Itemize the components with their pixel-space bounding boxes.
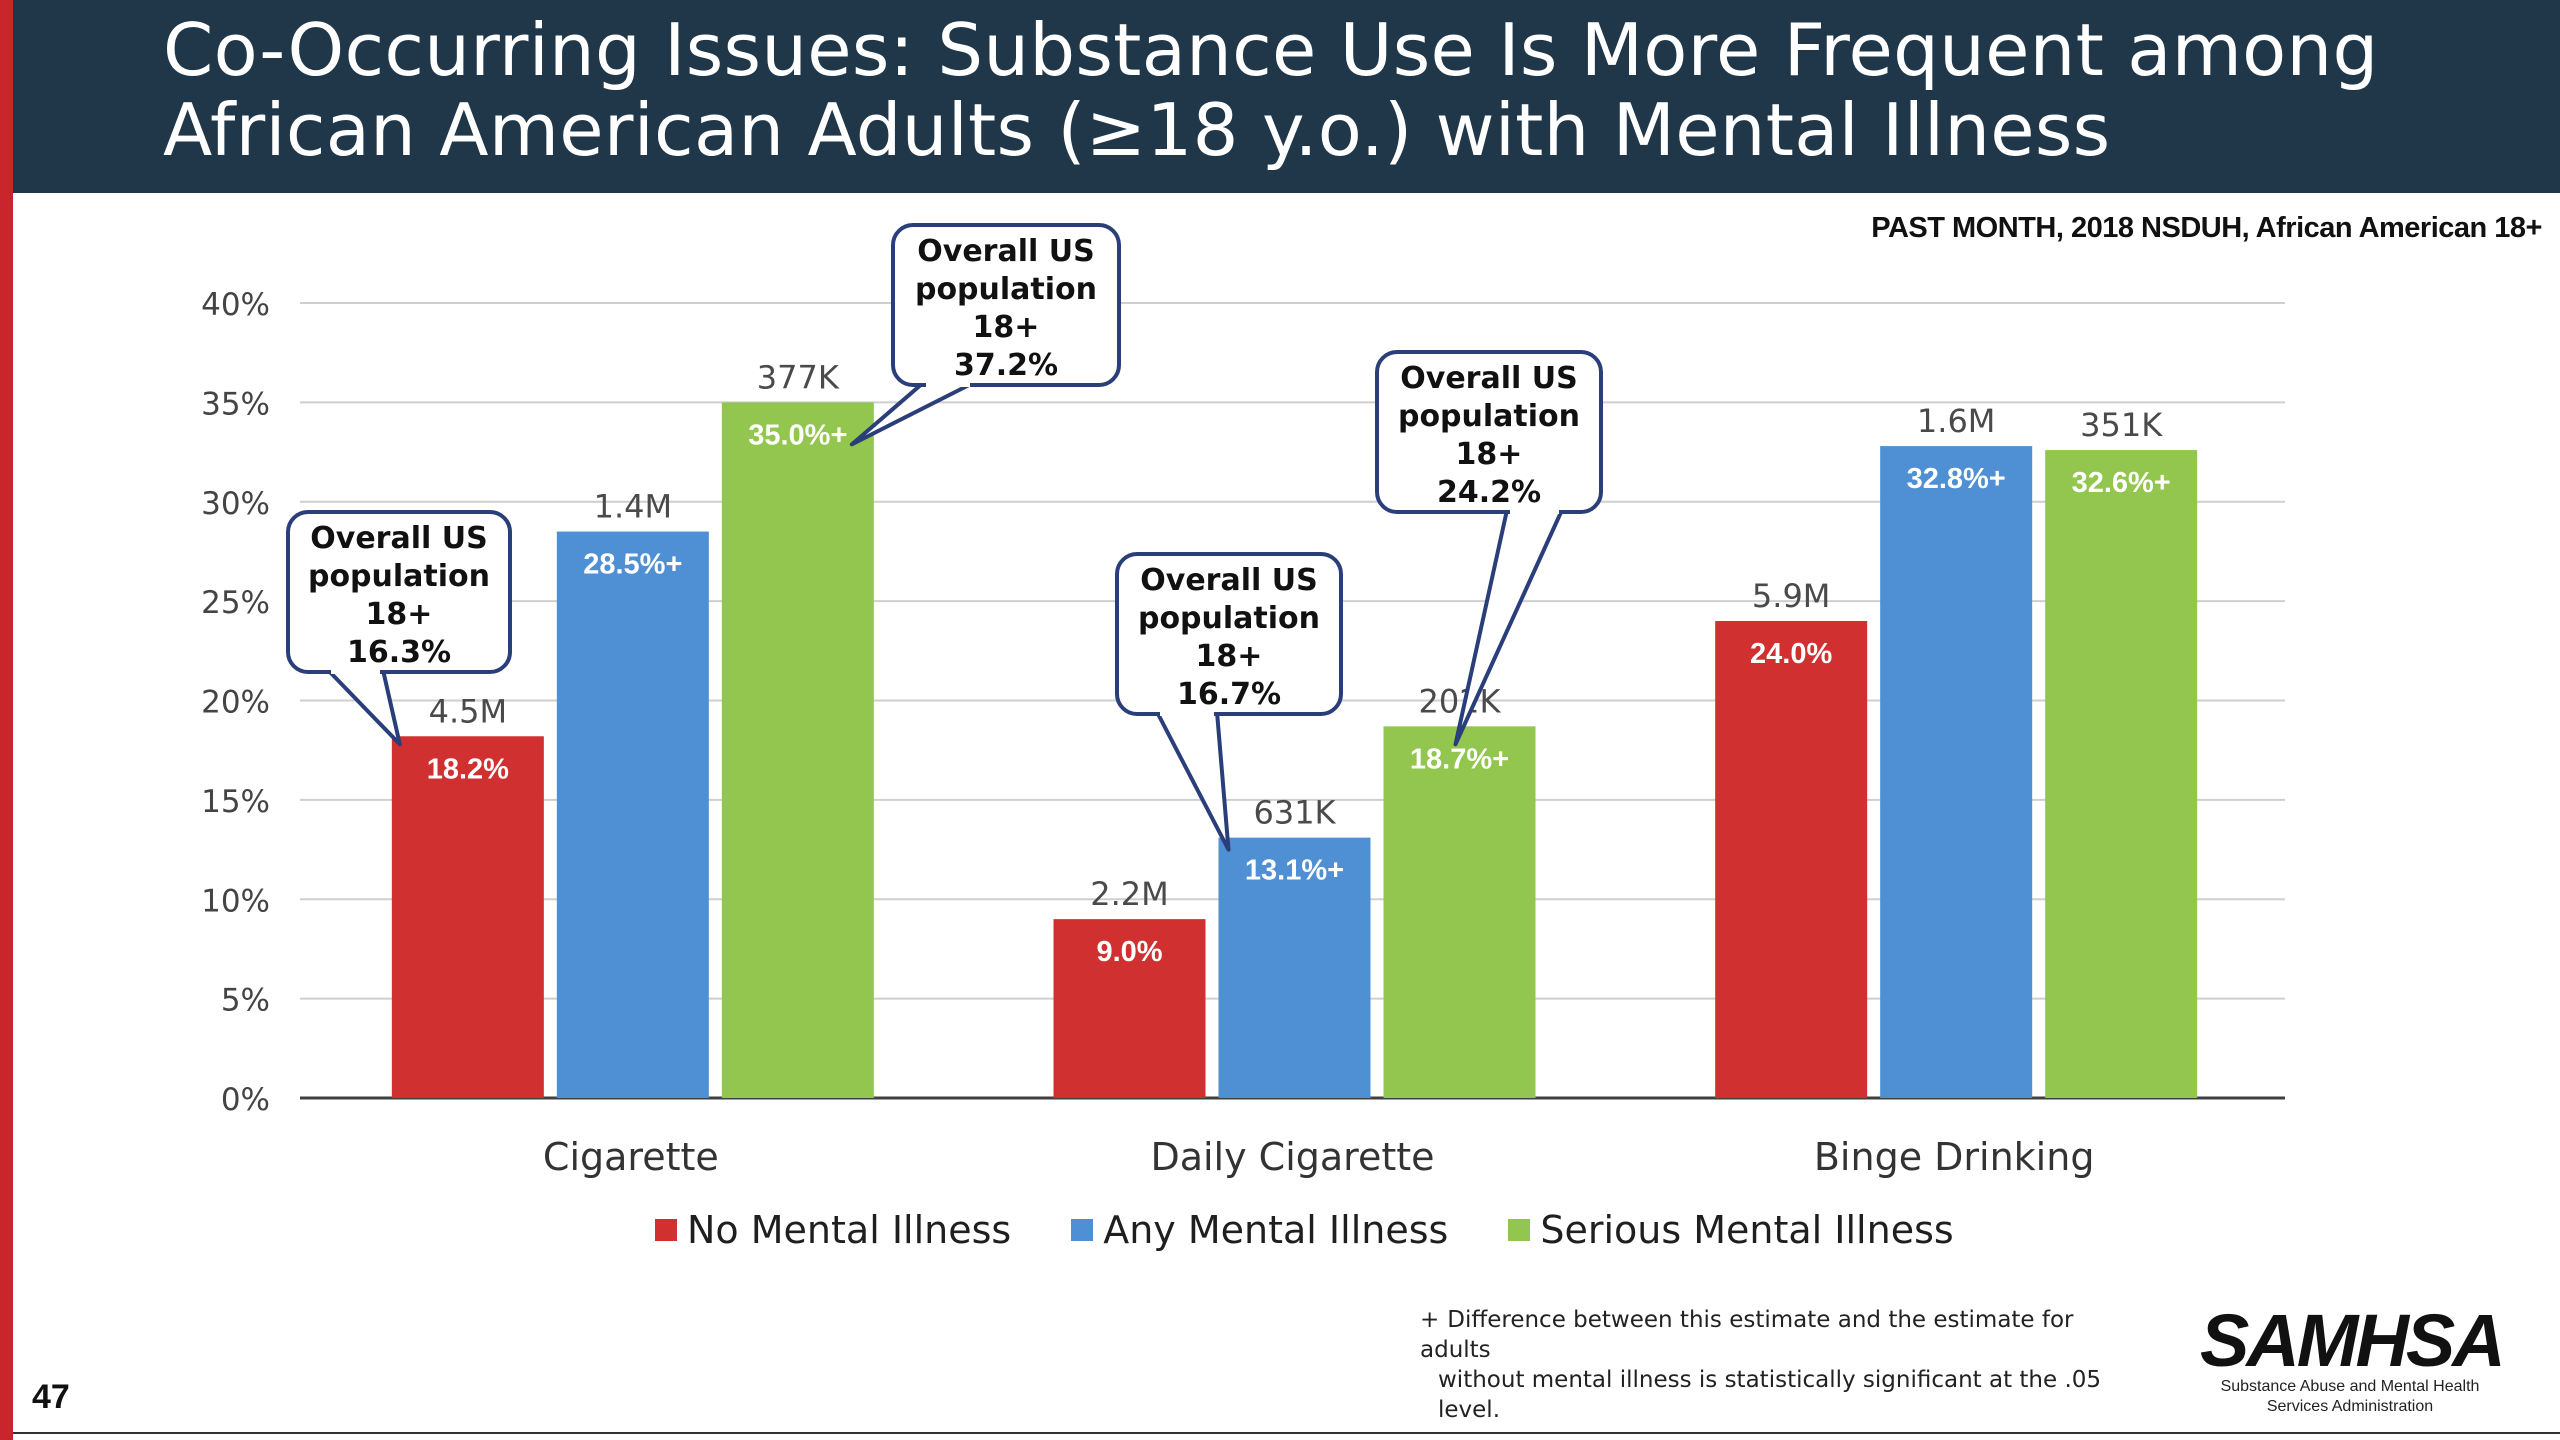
bar-value-label: 13.1%+ bbox=[1245, 855, 1344, 887]
footnote-line-2: without mental illness is statistically … bbox=[1438, 1367, 2102, 1423]
callout-tail bbox=[1155, 710, 1231, 852]
y-tick-label: 20% bbox=[201, 685, 270, 721]
bar-any-mental-illness bbox=[556, 531, 709, 1098]
callout-text: 18+ bbox=[1456, 437, 1523, 472]
callout-text: 18+ bbox=[366, 597, 433, 632]
footnote-line-1: Difference between this estimate and the… bbox=[1420, 1307, 2074, 1363]
bar-any-mental-illness bbox=[1218, 837, 1371, 1098]
significance-footnote: + Difference between this estimate and th… bbox=[1420, 1305, 2140, 1425]
y-tick-label: 35% bbox=[201, 386, 270, 422]
y-tick-label: 15% bbox=[201, 784, 270, 820]
legend-swatch-no-mental-illness bbox=[655, 1219, 677, 1241]
callout-text: 24.2% bbox=[1437, 475, 1541, 510]
bar-count-label: 202K bbox=[1418, 682, 1501, 720]
bar-count-label: 2.2M bbox=[1090, 875, 1169, 913]
bar-value-label: 18.7%+ bbox=[1410, 743, 1509, 775]
bar-count-label: 1.6M bbox=[1917, 402, 1996, 440]
legend-item-serious-mental-illness: Serious Mental Illness bbox=[1508, 1208, 1954, 1252]
legend-item-any-mental-illness: Any Mental Illness bbox=[1071, 1208, 1448, 1252]
slide-title-line-2: African American Adults (≥18 y.o.) with … bbox=[163, 88, 2111, 172]
callout-text: 18+ bbox=[973, 310, 1040, 345]
bar-chart: 0% 5% 10% 15% 20% 25% 30% 35% 40% 18.2% 4.5M 9.0% 2.… bbox=[201, 223, 2285, 1179]
bar-value-label: 35.0%+ bbox=[748, 419, 847, 451]
logo-wordmark: SAMHSA bbox=[2200, 1299, 2506, 1382]
callout-text: population bbox=[915, 272, 1097, 307]
slide-title: Co-Occurring Issues: Substance Use Is Mo… bbox=[163, 10, 2463, 170]
callout-tail bbox=[326, 668, 402, 747]
callout-text: Overall US bbox=[310, 521, 487, 556]
y-tick-label: 0% bbox=[221, 1082, 270, 1118]
bar-no-mental-illness bbox=[1715, 621, 1868, 1098]
x-category-label: Cigarette bbox=[543, 1135, 719, 1179]
bar-value-label: 24.0% bbox=[1750, 638, 1832, 670]
bar-count-label: 4.5M bbox=[429, 692, 508, 730]
legend-label-serious-mental-illness: Serious Mental Illness bbox=[1540, 1208, 1954, 1252]
bar-value-label: 18.2% bbox=[427, 753, 509, 785]
bar-serious-mental-illness bbox=[2045, 450, 2198, 1098]
bar-value-label: 32.6%+ bbox=[2072, 467, 2171, 499]
callout-seam bbox=[331, 666, 380, 674]
callout-text: 16.7% bbox=[1177, 677, 1281, 712]
bottom-divider bbox=[13, 1432, 2560, 1434]
bar-serious-mental-illness bbox=[1383, 726, 1536, 1098]
callout-box bbox=[891, 223, 1121, 387]
logo-subtitle-line-1: Substance Abuse and Mental Health bbox=[2220, 1378, 2480, 1395]
callout-text: Overall US bbox=[1140, 563, 1317, 598]
callout-text: Overall US bbox=[1400, 361, 1577, 396]
bar-count-label: 1.4M bbox=[594, 488, 673, 526]
callout-text: Overall US bbox=[917, 234, 1094, 269]
bar-value-label: 28.5%+ bbox=[583, 549, 682, 581]
bar-no-mental-illness bbox=[1053, 919, 1206, 1098]
bar-value-label: 9.0% bbox=[1096, 936, 1162, 968]
y-tick-label: 30% bbox=[201, 486, 270, 522]
legend-label-any-mental-illness: Any Mental Illness bbox=[1103, 1208, 1449, 1252]
slide-title-line-1: Co-Occurring Issues: Substance Use Is Mo… bbox=[163, 8, 2379, 92]
source-note: PAST MONTH, 2018 NSDUH, African American… bbox=[1871, 212, 2542, 244]
legend-item-no-mental-illness: No Mental Illness bbox=[655, 1208, 1011, 1252]
legend-swatch-any-mental-illness bbox=[1071, 1219, 1094, 1241]
title-bar bbox=[13, 0, 2560, 193]
page-number: 47 bbox=[32, 1378, 70, 1416]
callout-text: 16.3% bbox=[347, 635, 451, 670]
y-tick-label: 25% bbox=[201, 585, 270, 621]
footnote-symbol: + bbox=[1420, 1307, 1440, 1333]
x-category-label: Binge Drinking bbox=[1814, 1135, 2095, 1179]
callout-seam bbox=[926, 379, 970, 387]
bar-count-label: 631K bbox=[1253, 794, 1336, 832]
y-tick-label: 5% bbox=[221, 983, 270, 1019]
bar-any-mental-illness bbox=[1880, 446, 2033, 1099]
samhsa-logo: SAMHSA Substance Abuse and Mental Health… bbox=[2200, 1299, 2506, 1417]
logo-subtitle-line-2: Services Administration bbox=[2266, 1398, 2434, 1415]
bar-serious-mental-illness bbox=[721, 402, 874, 1098]
y-tick-label: 10% bbox=[201, 883, 270, 919]
legend-label-no-mental-illness: No Mental Illness bbox=[687, 1208, 1012, 1252]
callout-seam bbox=[1510, 506, 1559, 514]
callout-tail bbox=[1453, 508, 1564, 747]
callout-text: 18+ bbox=[1196, 639, 1263, 674]
x-category-label: Daily Cigarette bbox=[1150, 1135, 1434, 1179]
accent-stripe bbox=[0, 0, 13, 1440]
callout-text: population bbox=[1398, 399, 1580, 434]
legend-swatch-serious-mental-illness bbox=[1508, 1219, 1531, 1241]
callout-text: population bbox=[308, 559, 490, 594]
bar-no-mental-illness bbox=[391, 736, 544, 1098]
chart-legend: No Mental Illness Any Mental Illness Ser… bbox=[655, 1205, 1954, 1255]
bar-count-label: 351K bbox=[2080, 406, 2163, 444]
callout-seam bbox=[1160, 708, 1214, 716]
callout-box bbox=[1375, 350, 1603, 514]
callout-text: population bbox=[1138, 601, 1320, 636]
callout-box bbox=[286, 510, 512, 674]
bar-count-label: 5.9M bbox=[1752, 577, 1831, 615]
callout-text: 37.2% bbox=[954, 348, 1058, 383]
y-tick-label: 40% bbox=[201, 287, 270, 323]
callout-box bbox=[1115, 552, 1343, 716]
bar-value-label: 32.8%+ bbox=[1907, 463, 2006, 495]
bar-count-label: 377K bbox=[757, 358, 840, 396]
